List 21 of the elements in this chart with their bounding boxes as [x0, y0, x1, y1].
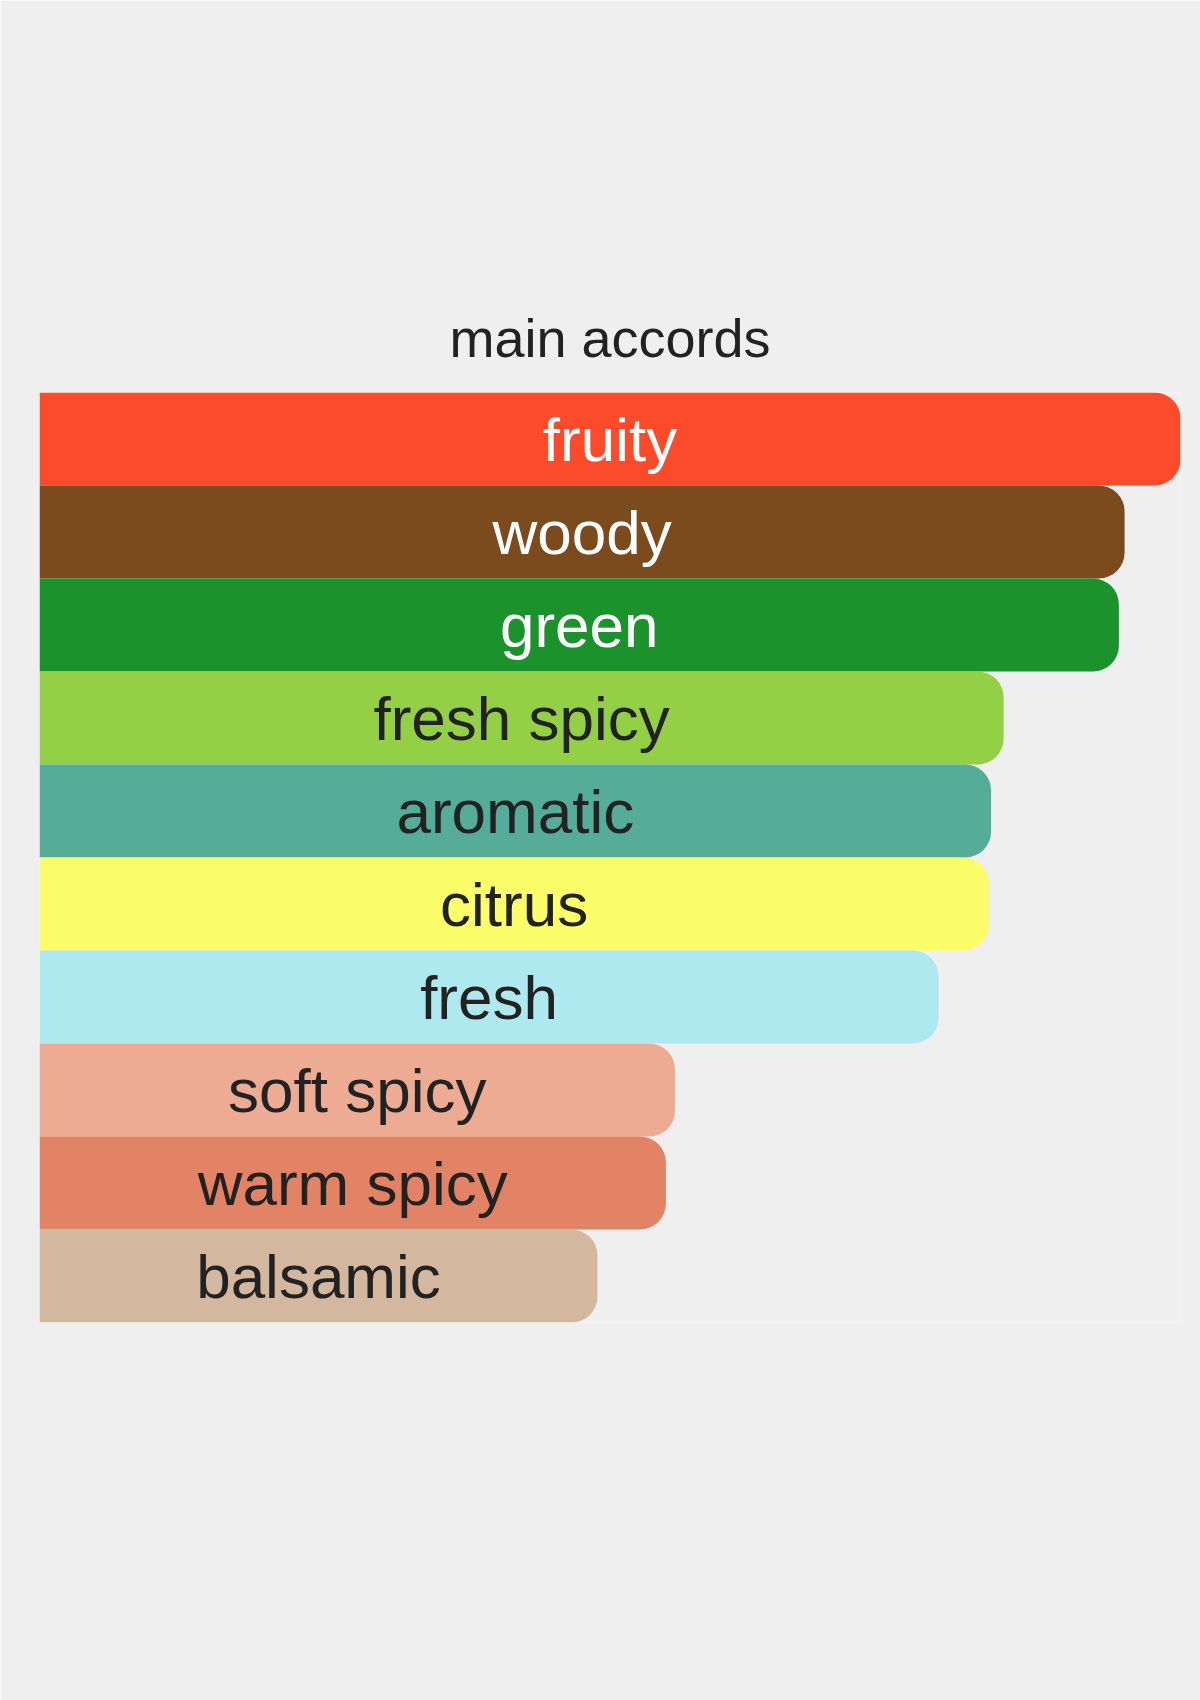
bar [39, 671, 1004, 765]
bar [39, 1229, 598, 1323]
bar [39, 764, 992, 858]
y-tick-label: fruity [542, 404, 678, 474]
y-tick-label: aromatic [396, 776, 635, 846]
bar [39, 857, 989, 951]
y-tick-label: woody [491, 497, 672, 567]
y-tick-label: citrus [440, 869, 589, 939]
y-tick-label: warm spicy [196, 1148, 508, 1218]
bar [39, 485, 1125, 579]
y-tick-label: fresh spicy [373, 683, 670, 753]
bar [39, 578, 1119, 672]
y-tick-label: soft spicy [228, 1055, 487, 1125]
bar [39, 392, 1181, 486]
bar [39, 1043, 676, 1137]
y-tick-label: green [499, 590, 659, 660]
y-tick-label: balsamic [196, 1241, 441, 1311]
y-tick-label: fresh [420, 962, 558, 1032]
bar [39, 1136, 666, 1230]
bar [39, 950, 939, 1044]
chart-title: main accords [449, 307, 771, 368]
